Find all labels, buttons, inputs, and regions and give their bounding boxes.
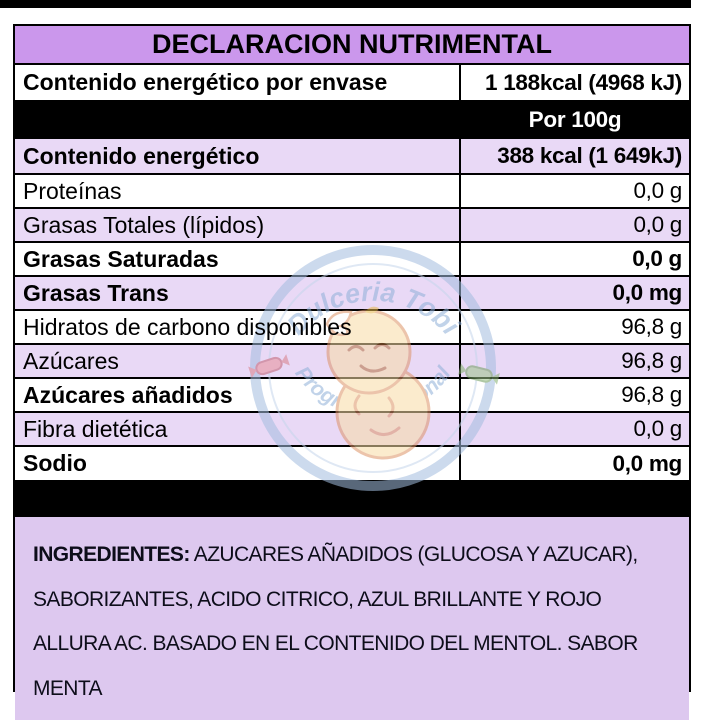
ingredients-text: AZUCARES AÑADIDOS (GLUCOSA Y AZUCAR), SA… (33, 543, 638, 700)
table-row: Grasas Totales (lípidos) 0,0 g (15, 209, 689, 243)
row-value: 0,0 g (459, 413, 689, 445)
row-value: 96,8 g (459, 379, 689, 411)
row-value: 0,0 mg (459, 447, 689, 480)
row-value: 96,8 g (459, 345, 689, 377)
energy-per-package-row: Contenido energético por envase 1 188kca… (15, 65, 689, 102)
ingredients-label: INGREDIENTES: (33, 543, 190, 566)
row-label: Contenido energético (23, 142, 260, 169)
row-value: 0,0 g (459, 175, 689, 207)
row-label: Azúcares añadidos (23, 381, 233, 408)
row-value: 1 188kcal (4968 kJ) (459, 65, 689, 100)
per-100g-header-row: Por 100g (15, 102, 689, 139)
table-row: Grasas Saturadas 0,0 g (15, 243, 689, 277)
row-label: Proteínas (23, 177, 122, 204)
row-label: Grasas Totales (lípidos) (23, 211, 265, 238)
row-value: 0,0 g (459, 209, 689, 241)
row-label: Azúcares (23, 347, 119, 374)
table-row: Azúcares añadidos 96,8 g (15, 379, 689, 413)
table-row: Fibra dietética 0,0 g (15, 413, 689, 447)
per-100g-header: Por 100g (459, 102, 689, 137)
table-row: Sodio 0,0 mg (15, 447, 689, 482)
top-black-strip (0, 0, 691, 8)
table-row: Grasas Trans 0,0 mg (15, 277, 689, 311)
row-label: Hidratos de carbono disponibles (23, 313, 352, 340)
table-row: Hidratos de carbono disponibles 96,8 g (15, 311, 689, 345)
label-title-row: DECLARACION NUTRIMENTAL (15, 26, 689, 65)
table-row: Proteínas 0,0 g (15, 175, 689, 209)
page-title: DECLARACION NUTRIMENTAL (152, 29, 552, 59)
row-label: Contenido energético por envase (23, 69, 388, 95)
row-value: 0,0 mg (459, 277, 689, 309)
row-label: Fibra dietética (23, 415, 168, 442)
row-label: Sodio (23, 450, 87, 476)
ingredients-section: INGREDIENTES: AZUCARES AÑADIDOS (GLUCOSA… (15, 517, 689, 720)
row-label: Grasas Trans (23, 279, 169, 306)
row-value: 96,8 g (459, 311, 689, 343)
row-label: Grasas Saturadas (23, 245, 219, 272)
row-value: 388 kcal (1 649kJ) (459, 139, 689, 173)
row-value: 0,0 g (459, 243, 689, 275)
nutrition-facts-table: DECLARACION NUTRIMENTAL Contenido energé… (13, 24, 691, 720)
separator-black-bar (15, 482, 689, 517)
table-row: Azúcares 96,8 g (15, 345, 689, 379)
table-row: Contenido energético 388 kcal (1 649kJ) (15, 139, 689, 175)
